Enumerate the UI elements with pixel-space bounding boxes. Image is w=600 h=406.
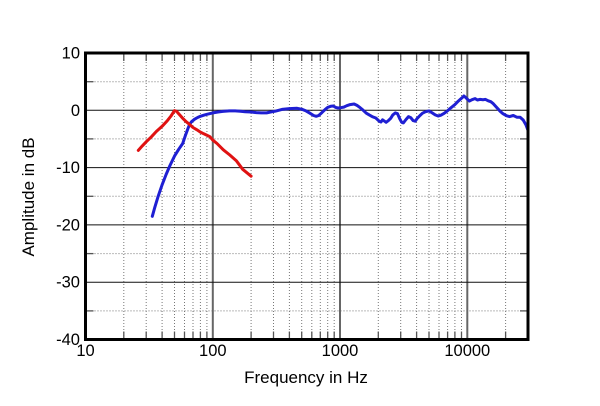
x-axis-title: Frequency in Hz <box>244 368 368 387</box>
y-tick-label: -30 <box>56 274 80 292</box>
x-tick-label: 1000 <box>322 342 359 360</box>
grid-layer <box>85 53 528 340</box>
x-tick-label: 10 <box>76 342 94 360</box>
y-axis-title: Amplitude in dB <box>19 137 38 256</box>
plot-frame <box>84 51 530 341</box>
x-tick-label: 10000 <box>444 342 490 360</box>
blue-curve-line <box>150 94 530 218</box>
red-curve-line <box>136 109 253 178</box>
y-tick-label: -20 <box>56 216 80 234</box>
y-tick-label: 0 <box>71 102 80 120</box>
curve-layer <box>136 94 530 218</box>
y-tick-label: -10 <box>56 159 80 177</box>
y-tick-label: 10 <box>62 45 80 63</box>
x-tick-label: 100 <box>199 342 227 360</box>
plot-border <box>84 51 530 341</box>
y-tick-label: -40 <box>56 331 80 349</box>
